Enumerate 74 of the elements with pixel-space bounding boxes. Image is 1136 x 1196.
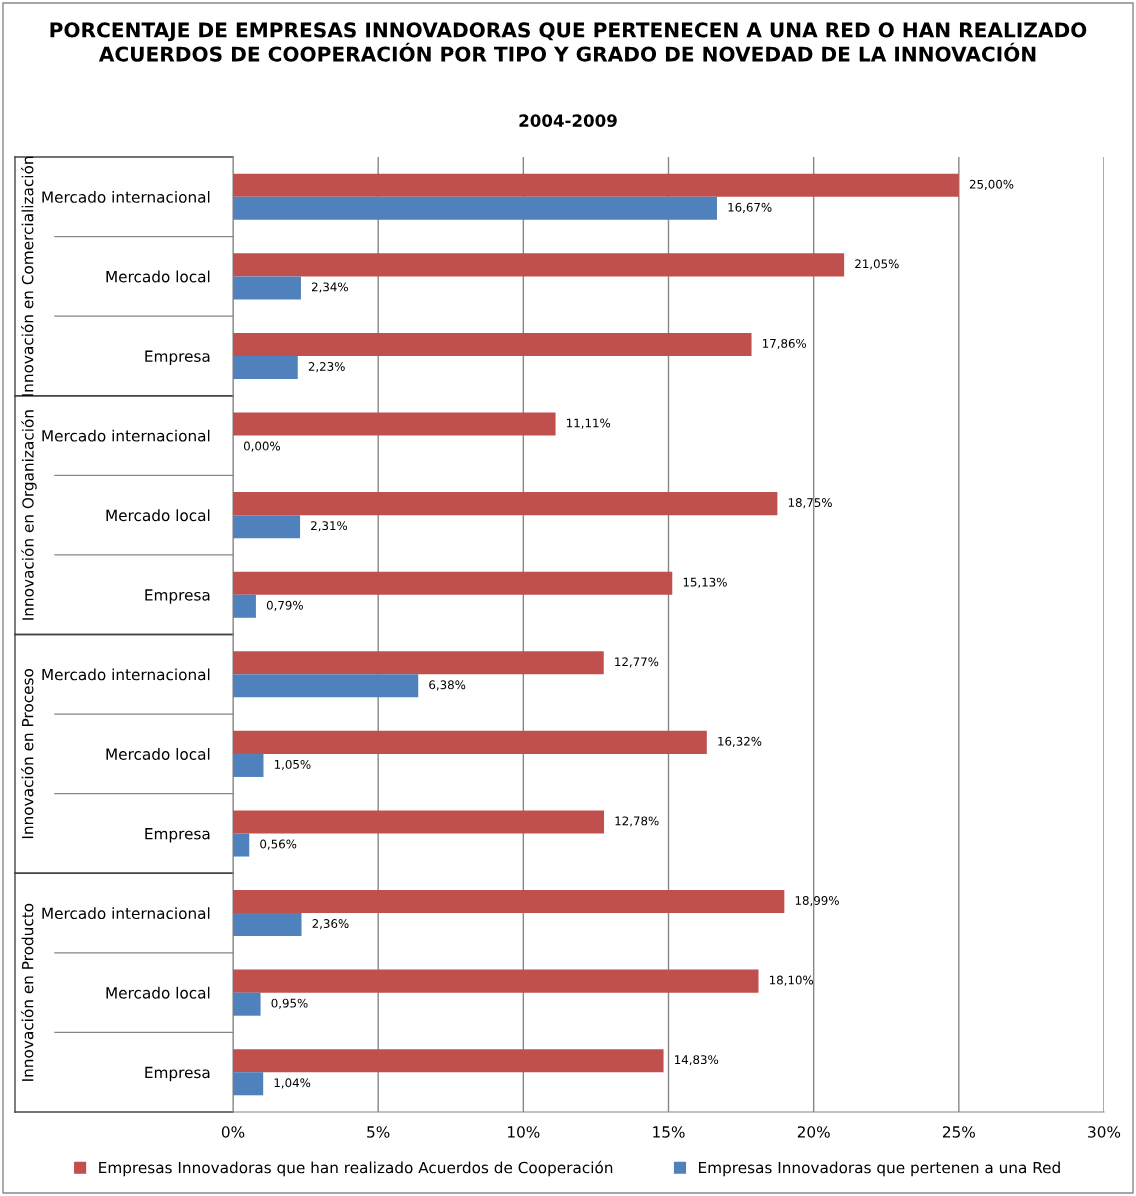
bar — [233, 913, 302, 937]
bar — [233, 276, 301, 300]
data-label: 6,38% — [429, 680, 466, 691]
bar — [233, 355, 298, 380]
bar — [233, 594, 256, 618]
bar — [233, 753, 264, 777]
x-tick-label: 10% — [508, 1126, 540, 1138]
data-label: 1,04% — [274, 1078, 311, 1089]
data-label: 16,67% — [728, 202, 772, 213]
bar — [233, 412, 556, 436]
y-tick-label: Mercado local — [106, 509, 210, 522]
bar — [233, 196, 717, 220]
data-label: 17,86% — [762, 338, 807, 350]
data-label: 21,05% — [855, 259, 899, 270]
x-tick-label: 30% — [1088, 1126, 1121, 1138]
data-label: 12,78% — [615, 816, 659, 827]
bar — [233, 1049, 664, 1073]
y-tick-label: Mercado internacional — [42, 907, 210, 920]
data-label: 2,23% — [308, 361, 345, 373]
x-tick-label: 25% — [942, 1126, 975, 1138]
data-label: 2,36% — [312, 919, 349, 930]
bar — [233, 515, 301, 539]
bar — [233, 173, 959, 197]
text: Innovación en Organización — [21, 410, 37, 620]
data-label: 0,79% — [266, 600, 303, 611]
legend-label: Empresas Innovadoras que pertenen a una Red — [699, 1161, 1060, 1177]
y-tick-label: Mercado internacional — [42, 190, 210, 203]
x-tick-label: 5% — [367, 1126, 390, 1138]
bar — [233, 571, 673, 595]
bar — [233, 969, 759, 993]
data-label: 18,10% — [769, 975, 814, 986]
y-tick-label: Empresa — [145, 589, 210, 604]
bar — [233, 492, 778, 516]
bar — [233, 651, 604, 675]
data-label: 12,77% — [615, 657, 659, 668]
x-tick-label: 15% — [653, 1126, 685, 1138]
data-label: 0,00% — [243, 441, 281, 452]
chart-title: PORCENTAJE DE EMPRESAS INNOVADORAS QUE PERTENECEN A UNA RED O HAN REALIZADO ACUERDOS DE COOPERACIÓN POR TIPO Y GRADO DE NOVEDAD DE LA INNOVACIÓN — [50, 22, 1087, 62]
y-tick-label: Mercado local — [106, 270, 210, 283]
text: Innovación en Comercialización — [21, 156, 34, 396]
y-tick-label: Mercado local — [106, 986, 210, 999]
bar — [233, 810, 605, 834]
bar — [233, 833, 250, 857]
data-label: 0,56% — [260, 839, 297, 850]
bar — [233, 253, 845, 277]
x-tick-label: 0% — [221, 1126, 245, 1138]
bar — [233, 674, 419, 698]
bar — [233, 1072, 264, 1096]
data-label: 15,13% — [683, 577, 727, 588]
y-tick-label: Empresa — [145, 350, 210, 365]
bar — [233, 332, 752, 356]
legend-label: Empresas Innovadoras que han realizado Acuerdos de Cooperación — [99, 1160, 613, 1177]
data-label: 2,34% — [311, 282, 348, 293]
bar — [233, 992, 261, 1016]
x-tick-label: 20% — [797, 1126, 830, 1138]
text: Innovación en Producto — [21, 903, 34, 1081]
bar — [233, 730, 707, 754]
chart-subtitle: 2004-2009 — [519, 114, 617, 127]
bar — [233, 889, 785, 914]
data-label: 14,83% — [675, 1055, 719, 1066]
y-tick-label: Mercado local — [106, 748, 210, 760]
data-label: 16,32% — [718, 736, 762, 747]
data-label: 18,75% — [788, 498, 832, 509]
data-label: 1,05% — [274, 759, 311, 771]
y-tick-label: Mercado internacional — [42, 668, 210, 681]
y-tick-label: Empresa — [145, 1066, 210, 1082]
y-tick-label: Empresa — [145, 828, 210, 843]
data-label: 25,00% — [969, 179, 1014, 190]
y-tick-label: Mercado internacional — [42, 429, 210, 442]
data-label: 11,11% — [567, 418, 611, 429]
data-label: 18,99% — [795, 896, 839, 907]
text: Innovación en Proceso — [21, 669, 34, 839]
data-label: 0,95% — [271, 998, 308, 1009]
data-label: 2,31% — [311, 521, 348, 532]
